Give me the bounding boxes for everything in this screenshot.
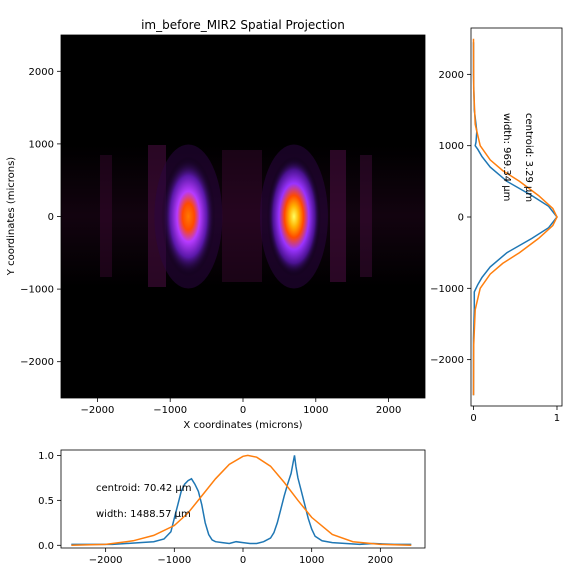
y-tick-label: 1000 [29,139,54,150]
y-tick-label: 0 [48,212,54,223]
gaussian-fit-line [71,454,412,547]
intensity-spot [266,156,321,277]
x-tick-label: 2000 [376,405,401,416]
x-axis-label: X coordinates (microns) [183,420,302,431]
y-tick-label: 2000 [439,70,464,81]
y-tick-label: 2000 [29,67,54,78]
x-tick-label: 1000 [303,405,328,416]
measured-profile-line [71,455,412,546]
heatmap-image [61,35,425,398]
x-tick-label: −2000 [80,405,114,416]
y-tick-label: −2000 [430,355,464,366]
heatmap-panel: im_before_MIR2 Spatial Projection −2000 −… [6,18,426,431]
x-tick-label: 1000 [299,555,324,566]
y-tick-label: 1000 [439,141,464,152]
chart-title: im_before_MIR2 Spatial Projection [141,18,345,32]
x-tick-label: 1 [554,413,560,424]
y-tick-label: −1000 [430,284,464,295]
x-tick-label: 0 [470,413,476,424]
intensity-spot [161,156,216,277]
gaussian-fit-line [472,38,558,396]
y-axis-label: Y coordinates (microns) [6,157,17,276]
y-tick-label: 1.0 [38,451,54,462]
x-tick-label: 2000 [368,555,393,566]
y-width-annotation: width: 969.34 µm [501,113,512,201]
x-tick-label: −1000 [157,555,191,566]
measured-profile-line [472,42,558,396]
x-width-annotation: width: 1488.57 µm [96,509,191,520]
x-tick-label: 0 [240,405,246,416]
y-centroid-annotation: centroid: 3.29 µm [523,113,534,202]
y-tick-label: −2000 [20,357,54,368]
x-tick-label: −1000 [153,405,187,416]
x-profile-panel: −2000 −1000 0 1000 2000 0.0 0.5 1.0 centroid: 7… [38,449,426,566]
y-tick-label: 0 [458,213,464,224]
y-tick-label: −1000 [20,285,54,296]
x-tick-label: 0 [240,555,246,566]
x-tick-label: −2000 [89,555,123,566]
y-tick-label: 0.0 [38,541,54,552]
y-tick-label: 0.5 [38,496,54,507]
x-centroid-annotation: centroid: 70.42 µm [96,483,192,494]
